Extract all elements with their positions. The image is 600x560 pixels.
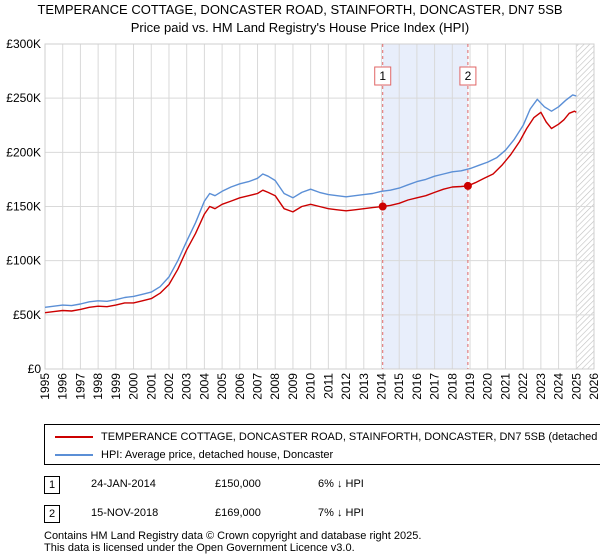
- annotation-label: 2: [465, 69, 472, 83]
- x-tick-label: 2001: [144, 373, 158, 400]
- x-tick-label: 2009: [286, 373, 300, 400]
- x-tick-label: 2018: [445, 373, 459, 400]
- x-tick-label: 1995: [38, 373, 52, 400]
- transaction-hpi-diff: 7% ↓ HPI: [318, 507, 364, 519]
- y-tick-label: £0: [28, 362, 42, 376]
- y-tick-label: £100K: [6, 254, 41, 268]
- x-tick-label: 2003: [180, 373, 194, 400]
- sale-point: [463, 181, 472, 190]
- transaction-hpi-diff: 6% ↓ HPI: [318, 478, 364, 490]
- x-tick-label: 2024: [552, 373, 566, 400]
- legend-swatch-hpi: [55, 454, 93, 456]
- y-tick-label: £200K: [6, 145, 41, 159]
- transaction-number: 1: [44, 476, 60, 494]
- y-tick-label: £150K: [6, 200, 41, 214]
- x-tick-label: 2020: [481, 373, 495, 400]
- transaction-price: £169,000: [215, 507, 261, 519]
- x-tick-label: 2004: [197, 373, 211, 400]
- transaction-date: 15-NOV-2018: [91, 507, 159, 519]
- legend-swatch-property: [55, 436, 93, 438]
- footer-copyright: Contains HM Land Registry data © Crown c…: [44, 530, 422, 542]
- chart-title: TEMPERANCE COTTAGE, DONCASTER ROAD, STAI…: [37, 2, 562, 17]
- x-tick-label: 2014: [374, 373, 388, 400]
- annotation-box: [374, 66, 392, 86]
- x-tick-label: 2011: [321, 373, 335, 399]
- chart-subtitle: Price paid vs. HM Land Registry's House …: [131, 20, 469, 35]
- transaction-date: 24-JAN-2014: [91, 478, 156, 490]
- x-tick-label: 2010: [304, 373, 318, 400]
- x-tick-label: 2002: [162, 373, 176, 400]
- x-tick-label: 2021: [498, 373, 512, 400]
- x-tick-label: 2016: [410, 373, 424, 400]
- x-tick-label: 2000: [127, 373, 141, 400]
- x-tick-label: 2025: [569, 373, 583, 400]
- x-tick-label: 2023: [534, 373, 548, 400]
- x-tick-label: 2019: [463, 373, 477, 400]
- x-tick-label: 1998: [91, 373, 105, 400]
- x-tick-label: 1997: [73, 373, 87, 400]
- series-line-property: [44, 110, 577, 314]
- legend: TEMPERANCE COTTAGE, DONCASTER ROAD, STAI…: [44, 424, 600, 465]
- annotation-label: 1: [379, 69, 386, 83]
- y-tick-label: £250K: [6, 91, 41, 105]
- x-tick-label: 2007: [251, 373, 265, 400]
- x-tick-label: 2006: [233, 373, 247, 400]
- x-tick-label: 2012: [339, 373, 353, 400]
- x-tick-label: 2022: [516, 373, 530, 400]
- y-tick-label: £50K: [13, 308, 41, 322]
- x-tick-label: 1999: [109, 373, 123, 400]
- x-tick-label: 1996: [56, 373, 70, 400]
- x-tick-label: 2008: [268, 373, 282, 400]
- legend-label-property: TEMPERANCE COTTAGE, DONCASTER ROAD, STAI…: [101, 431, 600, 443]
- footer: Contains HM Land Registry data © Crown c…: [44, 530, 421, 554]
- x-tick-label: 2026: [587, 373, 600, 400]
- transaction-price: £150,000: [215, 478, 261, 490]
- series-line-hpi: [44, 94, 577, 308]
- x-tick-label: 2017: [428, 373, 442, 400]
- x-tick-label: 2013: [357, 373, 371, 400]
- plot-frame: [44, 43, 595, 370]
- legend-label-hpi: HPI: Average price, detached house, Donc…: [101, 449, 334, 461]
- y-tick-label: £300K: [6, 37, 41, 51]
- price-chart: TEMPERANCE COTTAGE, DONCASTER ROAD, STAI…: [6, 2, 600, 400]
- sale-point: [378, 202, 387, 211]
- x-tick-label: 2015: [392, 373, 406, 400]
- transaction-row: 1 24-JAN-2014 £150,000 6% ↓ HPI: [44, 476, 600, 496]
- x-tick-label: 2005: [215, 373, 229, 400]
- footer-licence: This data is licensed under the Open Gov…: [44, 542, 355, 554]
- transaction-number: 2: [44, 505, 60, 523]
- annotation-box: [459, 66, 477, 86]
- transaction-row: 2 15-NOV-2018 £169,000 7% ↓ HPI: [44, 505, 600, 525]
